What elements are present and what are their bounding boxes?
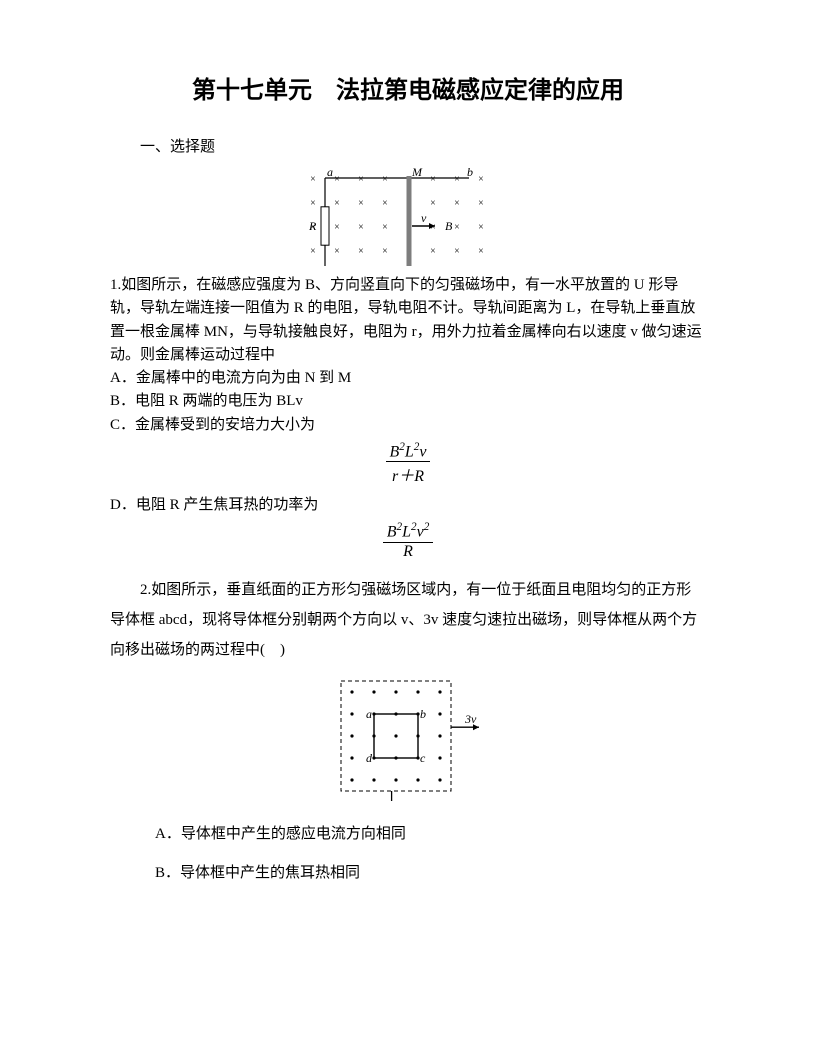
q1-option-b: B．电阻 R 两端的电压为 BLv bbox=[110, 390, 706, 413]
svg-text:d: d bbox=[366, 751, 373, 765]
q2-stem: 2.如图所示，垂直纸面的正方形匀强磁场区域内，有一位于纸面且电阻均匀的正方形导体… bbox=[110, 575, 706, 665]
q1-figure: ××××××××××××××××××××××××××××××××××××××××… bbox=[110, 166, 706, 266]
svg-text:×: × bbox=[358, 198, 364, 209]
svg-text:×: × bbox=[382, 222, 388, 233]
svg-text:×: × bbox=[358, 222, 364, 233]
svg-text:3v: 3v bbox=[464, 712, 477, 726]
section-heading: 一、选择题 bbox=[110, 135, 706, 156]
q1-formula-c: B2L2vr＋R bbox=[110, 441, 706, 486]
svg-text:×: × bbox=[454, 222, 460, 233]
svg-text:×: × bbox=[430, 246, 436, 257]
svg-text:c: c bbox=[420, 751, 426, 765]
svg-text:×: × bbox=[334, 222, 340, 233]
svg-text:×: × bbox=[430, 198, 436, 209]
svg-text:×: × bbox=[478, 222, 484, 233]
q1-option-d: D．电阻 R 产生焦耳热的功率为 bbox=[110, 494, 706, 517]
q1-formula-c-num: B2L2v bbox=[386, 441, 431, 462]
q1-formula-d-num: B2L2v2 bbox=[383, 521, 434, 542]
q2-option-a: A．导体框中产生的感应电流方向相同 bbox=[155, 815, 706, 854]
q2-option-b: B．导体框中产生的焦耳热相同 bbox=[155, 854, 706, 893]
svg-text:R: R bbox=[308, 219, 317, 233]
svg-text:v: v bbox=[396, 798, 402, 801]
svg-text:×: × bbox=[310, 246, 316, 257]
q1-option-a: A．金属棒中的电流方向为由 N 到 M bbox=[110, 367, 706, 390]
svg-text:×: × bbox=[310, 198, 316, 209]
svg-text:×: × bbox=[358, 246, 364, 257]
svg-text:×: × bbox=[478, 174, 484, 185]
svg-text:×: × bbox=[478, 198, 484, 209]
svg-text:×: × bbox=[334, 174, 340, 185]
q1-stem: 1.如图所示，在磁感应强度为 B、方向竖直向下的匀强磁场中，有一水平放置的 U … bbox=[110, 274, 706, 367]
svg-text:×: × bbox=[334, 198, 340, 209]
svg-text:×: × bbox=[430, 174, 436, 185]
svg-text:×: × bbox=[310, 174, 316, 185]
q1-formula-c-den: r＋R bbox=[386, 462, 431, 486]
svg-text:×: × bbox=[454, 174, 460, 185]
svg-text:×: × bbox=[454, 246, 460, 257]
q1-formula-d: B2L2v2R bbox=[110, 521, 706, 560]
svg-text:v: v bbox=[421, 211, 427, 225]
q2-figure: a b d c 3v v bbox=[110, 671, 706, 801]
q1-formula-d-den: R bbox=[383, 543, 434, 561]
svg-text:×: × bbox=[358, 174, 364, 185]
q1-option-c: C．金属棒受到的安培力大小为 bbox=[110, 414, 706, 437]
svg-text:a: a bbox=[366, 707, 372, 721]
svg-text:×: × bbox=[454, 198, 460, 209]
svg-text:a: a bbox=[327, 166, 333, 179]
svg-text:×: × bbox=[478, 246, 484, 257]
svg-text:×: × bbox=[382, 174, 388, 185]
svg-text:B: B bbox=[445, 219, 453, 233]
unit-title: 第十七单元 法拉第电磁感应定律的应用 bbox=[110, 70, 706, 105]
svg-text:×: × bbox=[334, 246, 340, 257]
svg-text:M: M bbox=[411, 166, 423, 179]
svg-text:b: b bbox=[467, 166, 473, 179]
svg-text:×: × bbox=[382, 246, 388, 257]
svg-text:b: b bbox=[420, 707, 426, 721]
svg-text:×: × bbox=[382, 198, 388, 209]
